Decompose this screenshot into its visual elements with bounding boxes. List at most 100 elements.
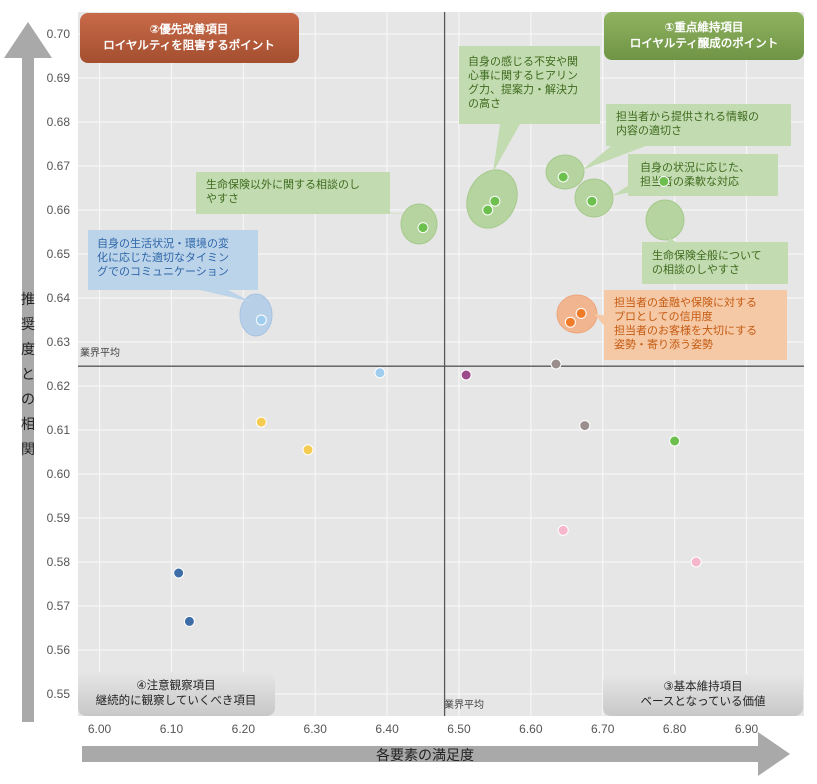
data-point — [557, 171, 569, 183]
quadrant-3-label: ③基本維持項目 ベースとなっている価値 — [603, 674, 803, 716]
y-tick-label: 0.67 — [47, 159, 71, 173]
quadrant-4-box — [78, 672, 275, 716]
annotation-box — [642, 242, 788, 284]
y-tick-label: 0.61 — [47, 423, 71, 437]
connector-info-appropriateness — [582, 142, 646, 170]
x-tick-label: 6.20 — [232, 722, 256, 736]
x-tick-label: 6.30 — [304, 722, 328, 736]
y-tick-label: 0.65 — [47, 247, 71, 261]
x-tick-label: 6.40 — [375, 722, 399, 736]
connector-timely-communication — [200, 290, 252, 302]
quadrant-2-subtitle: ロイヤルティを阻害するポイント — [103, 38, 274, 52]
x-tick-label: 6.70 — [591, 722, 615, 736]
data-point — [550, 358, 562, 370]
y-axis-title-char: 相 — [21, 417, 35, 433]
data-point — [557, 524, 569, 536]
y-axis-title-char: と — [21, 367, 35, 383]
quadrant-1-label: ①重点維持項目 ロイヤルティ醸成のポイント — [604, 12, 804, 60]
data-point — [690, 556, 702, 568]
quadrant-3-box — [603, 674, 803, 716]
y-tick-label: 0.63 — [47, 335, 71, 349]
annotation-box — [606, 104, 791, 146]
y-tick-labels: 0.55 0.56 0.57 0.58 0.59 0.60 0.61 0.62 0.63 0.64… — [47, 27, 71, 701]
y-axis-title-char: 関 — [21, 442, 35, 458]
connector-anxiety-hearing — [493, 124, 520, 172]
annotation-info-appropriateness: 担当者から提供される情報の 内容の適切さ — [606, 104, 791, 146]
quadrant-2-label: ②優先改善項目 ロイヤルティを阻害するポイント — [80, 13, 299, 63]
annotation-text: 担当者の金融や保険に対する プロとしての信用度 担当者のお客様を大切にする 姿勢… — [614, 295, 761, 351]
x-tick-label: 6.80 — [663, 722, 687, 736]
annotation-text: 自身の感じる不安や関 心事に関するヒアリン グ力、提案力・解決力 の高さ — [468, 54, 582, 110]
data-point — [564, 316, 576, 328]
x-average-label: 業界平均 — [444, 698, 484, 711]
y-tick-label: 0.68 — [47, 115, 71, 129]
x-tick-label: 6.90 — [735, 722, 759, 736]
data-point — [183, 615, 195, 627]
data-point — [417, 222, 429, 234]
data-point — [255, 314, 267, 326]
data-point — [302, 444, 314, 456]
data-point — [658, 175, 670, 187]
annotation-general-consult: 生命保険全般について の相談のしやすさ — [642, 242, 788, 284]
x-tick-label: 6.00 — [88, 722, 112, 736]
y-tick-label: 0.58 — [47, 555, 71, 569]
data-point — [489, 195, 501, 207]
data-point — [255, 416, 267, 428]
annotation-box — [628, 154, 778, 196]
annotation-text: 生命保険以外に関する相談のし やすさ — [206, 177, 364, 205]
x-axis-arrow — [82, 732, 790, 776]
annotation-text: 生命保険全般について の相談のしやすさ — [652, 248, 765, 276]
y-tick-label: 0.60 — [47, 467, 71, 481]
x-tick-label: 6.50 — [447, 722, 471, 736]
quadrant-4-label: ④注意観察項目 継続的に観察していくべき項目 — [78, 672, 275, 716]
y-average-label: 業界平均 — [80, 346, 120, 359]
y-tick-label: 0.57 — [47, 599, 71, 613]
data-point — [173, 567, 185, 579]
data-point — [460, 369, 472, 381]
quadrant-2-box — [80, 13, 299, 63]
annotation-text: 自身の生活状況・環境の変 化に応じた適切なタイミン グでのコミュニケーション — [97, 236, 233, 278]
data-point — [669, 435, 681, 447]
annotation-trust-and-care: 担当者の金融や保険に対する プロとしての信用度 担当者のお客様を大切にする 姿勢… — [604, 290, 787, 360]
quadrant-1-box — [604, 12, 804, 60]
data-point — [374, 367, 386, 379]
y-tick-label: 0.70 — [47, 27, 71, 41]
y-tick-label: 0.56 — [47, 643, 71, 657]
highlight-timely-communication — [239, 293, 273, 337]
data-point — [575, 307, 587, 319]
y-axis-title-char: 推 — [21, 292, 35, 308]
data-points — [173, 171, 702, 627]
y-axis-title-char: 奨 — [21, 317, 35, 333]
annotation-box — [459, 46, 600, 124]
annotation-anxiety-hearing: 自身の感じる不安や関 心事に関するヒアリン グ力、提案力・解決力 の高さ — [459, 46, 600, 124]
quadrant-2-title: ②優先改善項目 — [150, 22, 229, 36]
annotation-box — [196, 172, 390, 214]
annotation-life-insurance-other: 生命保険以外に関する相談のし やすさ — [196, 172, 390, 214]
y-tick-label: 0.64 — [47, 291, 71, 305]
quadrant-3-title: ③基本維持項目 — [663, 679, 742, 693]
quadrant-1-title: ①重点維持項目 — [665, 20, 744, 34]
y-tick-label: 0.55 — [47, 687, 71, 701]
annotation-flexible-response: 自身の状況に応じた、 担当者の柔軟な対応 — [628, 154, 778, 196]
annotation-text: 担当者から提供される情報の 内容の適切さ — [616, 109, 763, 137]
y-tick-label: 0.69 — [47, 71, 71, 85]
data-point — [482, 204, 494, 216]
data-point — [586, 195, 598, 207]
y-axis-arrow — [4, 22, 52, 722]
annotation-timely-communication: 自身の生活状況・環境の変 化に応じた適切なタイミン グでのコミュニケーション — [88, 230, 258, 290]
y-tick-label: 0.66 — [47, 203, 71, 217]
x-tick-labels: 6.00 6.10 6.20 6.30 6.40 6.50 6.60 6.70 6.80 6.90 — [88, 722, 759, 736]
quadrant-4-title: ④注意観察項目 — [136, 678, 215, 692]
data-point — [579, 420, 591, 432]
quadrant-3-subtitle: ベースとなっている価値 — [640, 694, 766, 708]
annotation-box — [604, 290, 787, 360]
highlight-general-consult — [645, 199, 685, 241]
x-axis-title: 各要素の満足度 — [376, 748, 474, 764]
x-tick-label: 6.60 — [519, 722, 543, 736]
y-axis-title-char: 度 — [21, 342, 35, 358]
y-axis-title-char: の — [21, 392, 35, 408]
industry-average-lines — [78, 12, 804, 716]
y-tick-label: 0.62 — [47, 379, 71, 393]
